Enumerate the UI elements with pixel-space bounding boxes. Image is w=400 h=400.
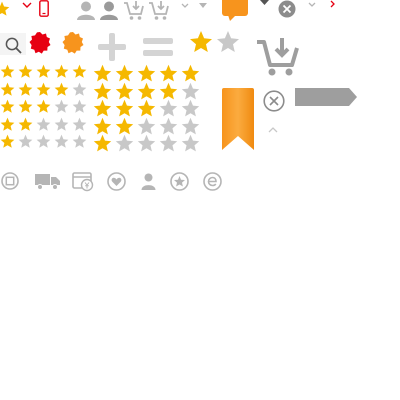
heart-icon[interactable] (107, 172, 126, 191)
star-icon (115, 82, 134, 99)
star-icon (181, 134, 200, 152)
star-icon (0, 82, 15, 96)
bookmark-icon[interactable] (222, 88, 254, 150)
star-icon (115, 134, 134, 152)
star-icon (181, 64, 200, 82)
chevron-up-icon[interactable] (268, 127, 278, 133)
orange-badge-icon (62, 32, 84, 54)
star-icon (18, 117, 33, 131)
star-icon (115, 99, 134, 117)
star-icon (18, 64, 33, 78)
star-rating-row (93, 82, 200, 101)
star-icon (36, 82, 51, 96)
top-strip (0, 0, 400, 26)
chevron-down-icon[interactable] (22, 2, 32, 8)
star-rating-row (0, 99, 87, 114)
yen-calendar-icon (72, 172, 94, 192)
star-rating-row (0, 117, 87, 132)
chevron-down-icon[interactable] (199, 3, 207, 8)
phone-icon[interactable] (39, 0, 49, 17)
star-icon (137, 117, 156, 134)
star-icon (0, 134, 15, 148)
star-icon (54, 64, 69, 78)
star-icon (0, 99, 15, 113)
star-icon (159, 99, 178, 117)
star-rating-row (0, 134, 87, 149)
star-icon (181, 82, 200, 99)
star-icon (93, 64, 112, 82)
star-icon (36, 64, 51, 78)
user-icon[interactable] (76, 1, 96, 20)
star-icon (36, 117, 51, 131)
close-square-icon[interactable] (1, 172, 19, 190)
star-icon (36, 134, 51, 148)
star-icon (159, 134, 178, 152)
star-icon[interactable] (189, 30, 213, 54)
star-rating-row (93, 117, 200, 136)
star-icon (18, 99, 33, 113)
star-icon (93, 99, 112, 117)
user-icon[interactable] (141, 173, 156, 190)
tag-arrow-icon (295, 88, 357, 106)
star-icon (137, 99, 156, 117)
close-circle-icon[interactable] (278, 0, 296, 18)
cart-add-icon[interactable] (123, 0, 145, 21)
e-circle-icon[interactable] (203, 172, 222, 191)
star-rating-row (93, 64, 200, 83)
star-circle-icon[interactable] (170, 172, 189, 191)
close-circle-icon[interactable] (263, 90, 285, 112)
star-icon (0, 64, 15, 78)
star-icon (93, 134, 112, 152)
truck-icon (35, 174, 60, 190)
star-rating-row (93, 99, 200, 118)
search-icon[interactable] (0, 33, 26, 55)
star-icon (72, 82, 87, 96)
star-icon (181, 99, 200, 117)
star-icon (159, 117, 178, 134)
chevron-down-icon[interactable] (181, 3, 189, 8)
star-icon (0, 117, 15, 131)
chat-bubble-icon[interactable] (222, 0, 248, 22)
chevron-down-icon[interactable] (308, 2, 316, 7)
star-icon (93, 117, 112, 134)
minus-icon[interactable] (142, 37, 174, 59)
star-icon (137, 82, 156, 99)
star-icon (181, 117, 200, 134)
star-icon (54, 134, 69, 148)
star-icon (0, 1, 10, 16)
star-icon (18, 82, 33, 96)
star-icon (72, 117, 87, 131)
star-rating-row (93, 134, 200, 153)
star-icon (115, 117, 134, 134)
plus-icon[interactable] (97, 32, 127, 62)
star-icon (93, 82, 112, 99)
star-icon (72, 134, 87, 148)
chevron-down-icon (260, 0, 269, 5)
star-icon (72, 64, 87, 78)
cart-add-icon[interactable] (148, 0, 170, 21)
star-rating-row (0, 82, 87, 97)
cart-add-large-icon[interactable] (255, 36, 301, 78)
star-icon (137, 134, 156, 152)
star-icon (54, 82, 69, 96)
star-icon (159, 64, 178, 82)
star-icon (54, 99, 69, 113)
star-icon (18, 134, 33, 148)
star-icon (115, 64, 134, 82)
star-icon (36, 99, 51, 113)
star-rating-row (0, 64, 87, 79)
star-icon (54, 117, 69, 131)
red-badge-icon (29, 32, 51, 54)
star-icon (159, 82, 178, 99)
user-icon[interactable] (99, 1, 119, 20)
star-icon[interactable] (216, 30, 240, 54)
star-icon (137, 64, 156, 82)
chevron-right-icon[interactable] (330, 0, 335, 8)
star-icon (72, 99, 87, 113)
